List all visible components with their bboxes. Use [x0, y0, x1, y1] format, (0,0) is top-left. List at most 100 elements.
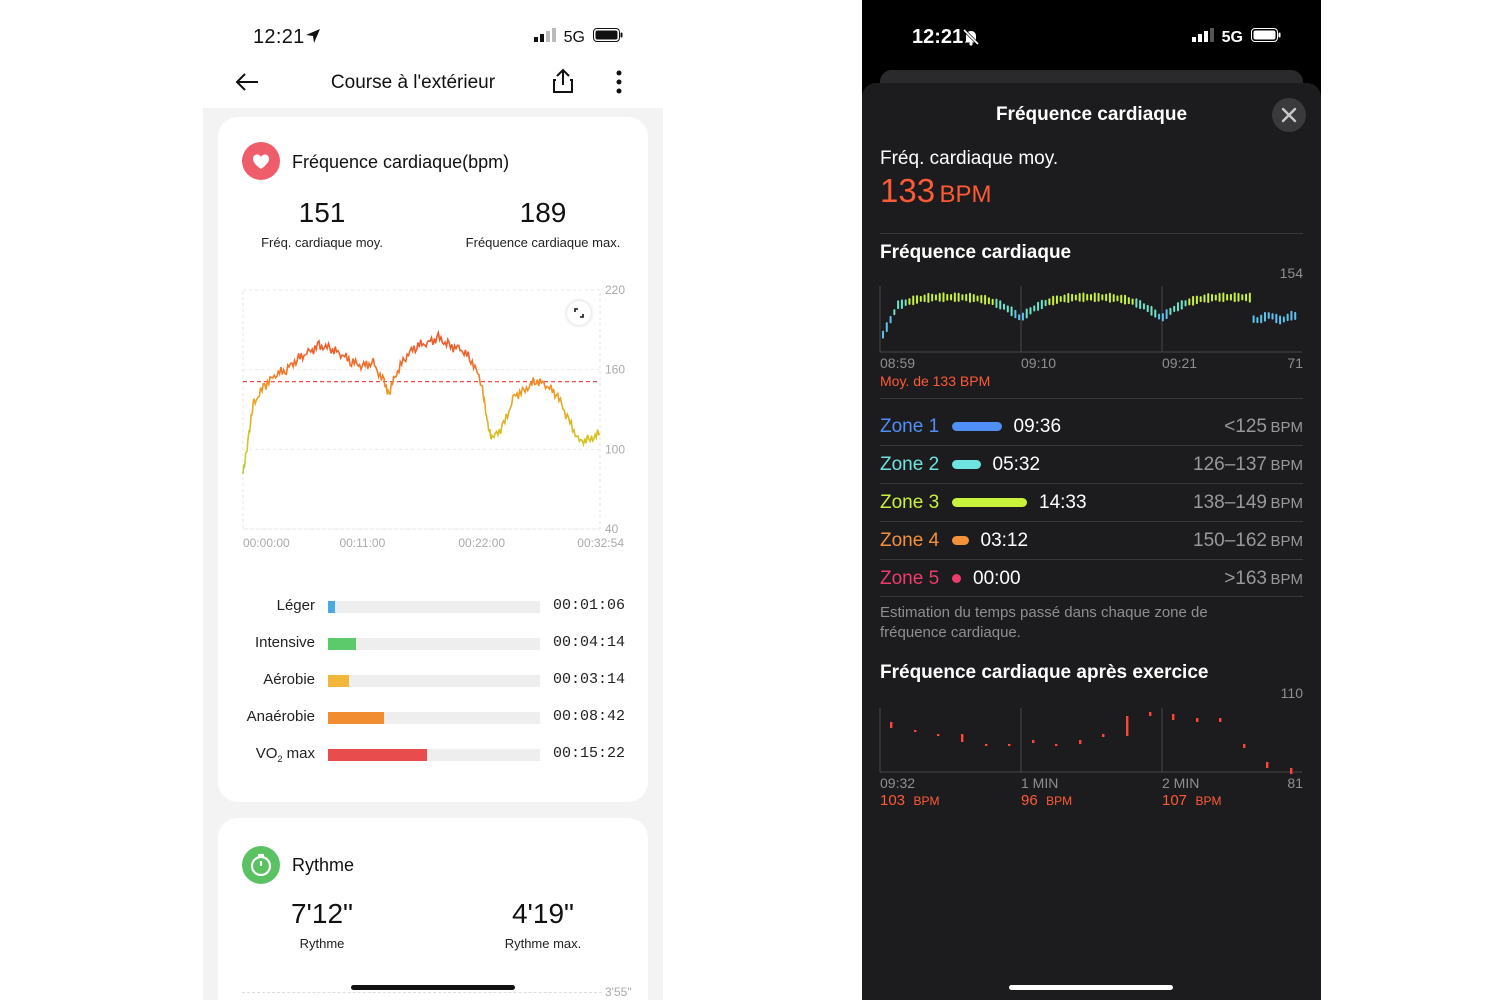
- chart2-title: Fréquence cardiaque après exercice: [880, 662, 1209, 683]
- more-options-icon[interactable]: [616, 70, 622, 99]
- zone-name: Zone 4: [880, 530, 940, 551]
- x-tick-label: 00:32:54: [577, 536, 624, 550]
- recovery-mark: [914, 730, 917, 732]
- zone-row-2: Zone 2 05:32 126–137 BPM: [880, 446, 1303, 484]
- recovery-mark: [1172, 714, 1175, 720]
- home-indicator: [1009, 985, 1173, 990]
- close-button[interactable]: [1272, 98, 1306, 132]
- x-tick-label: 00:11:00: [339, 536, 385, 550]
- signal-icon: [1191, 28, 1214, 47]
- zone-label: Aérobie: [263, 671, 315, 688]
- avg-hr-label: Fréq. cardiaque moy.: [880, 148, 1059, 169]
- pace-timer-icon: [242, 846, 280, 884]
- recovery-mark: [985, 744, 988, 746]
- network-label: 5G: [1221, 28, 1243, 46]
- zone-row: Anaérobie 00:08:42: [218, 706, 648, 730]
- zone-time: 00:08:42: [553, 708, 626, 725]
- zone-row-3: Zone 3 14:33 138–149 BPM: [880, 484, 1303, 522]
- zone-range: <125: [1224, 416, 1267, 437]
- recovery-value: 96: [1021, 792, 1038, 809]
- pace-card: Rythme 7'12" Rythme 4'19" Rythme max. 3'…: [218, 818, 648, 1000]
- avg-pace-value: 7'12": [290, 898, 353, 929]
- zone-label-text: Intensive: [254, 634, 315, 651]
- zone-time: 05:32: [992, 454, 1041, 475]
- zone-unit: BPM: [1270, 533, 1303, 550]
- y-tick-label: 40: [605, 522, 619, 536]
- zone-duration-bar: [952, 536, 969, 545]
- separator: [880, 233, 1303, 234]
- battery-icon: [1251, 28, 1281, 47]
- zone-label-text: VO: [255, 745, 278, 762]
- zone-unit: BPM: [1270, 457, 1303, 474]
- chart1-avg-note: Moy. de 133 BPM: [880, 373, 991, 389]
- zone-track: [328, 601, 540, 613]
- zones-note: Estimation du temps passé dans chaque zo…: [880, 604, 1208, 641]
- recovery-mark: [1008, 744, 1011, 746]
- avg-hr-value-group: 133 BPM: [880, 172, 992, 210]
- zone-unit: BPM: [1270, 419, 1303, 436]
- expand-chart-icon[interactable]: [567, 301, 591, 325]
- heart-rate-sheet: [862, 83, 1321, 1000]
- chart1-xtick-0: 08:59: [880, 355, 916, 371]
- zone-label-text: Anaérobie: [246, 708, 315, 725]
- separator: [880, 398, 1303, 399]
- recovery-chart-svg: [879, 708, 1302, 774]
- recovery-mark: [1055, 744, 1058, 746]
- recovery-unit: BPM: [1046, 794, 1073, 808]
- zone-row-5: Zone 5 00:00 >163 BPM: [880, 560, 1303, 598]
- pace-chart-gridline: [242, 992, 602, 993]
- heart-rate-chart: 220 160 100 40 00:00:00 00:11:00 00:22:00 00:32…: [218, 277, 648, 567]
- battery-icon: [593, 28, 623, 47]
- zone-time: 00:01:06: [553, 597, 626, 614]
- chart1-xtick-2: 09:21: [1162, 355, 1198, 371]
- zone-track: [328, 675, 540, 687]
- recovery-mark: [1102, 734, 1105, 737]
- zone-time: 00:00: [973, 568, 1021, 589]
- chart2-xtick-2: 2 MIN: [1162, 775, 1200, 791]
- avg-hr-value: 133: [880, 172, 936, 209]
- status-time: 12:21: [912, 26, 964, 48]
- recovery-mark: [937, 734, 940, 736]
- zone-fill: [328, 638, 356, 650]
- avg-heart-rate-label: Fréq. cardiaque moy.: [261, 235, 383, 250]
- chart1-xtick-1: 09:10: [1021, 355, 1057, 371]
- share-icon[interactable]: [552, 68, 574, 99]
- zone-label: Anaérobie: [247, 708, 315, 725]
- zone-row: Léger 00:01:06: [218, 595, 648, 619]
- status-right: 5G: [1191, 28, 1281, 47]
- chart2-xtick-0: 09:32: [880, 775, 916, 791]
- zone-duration-bar: [952, 460, 981, 469]
- recovery-unit: BPM: [1195, 794, 1222, 808]
- zone-range: 150–162: [1193, 530, 1267, 551]
- chart2-ymin: 81: [1287, 775, 1303, 791]
- recovery-mark: [1243, 744, 1246, 748]
- back-arrow-icon[interactable]: [235, 72, 259, 97]
- chart2-ymax: 110: [1280, 685, 1303, 701]
- location-arrow-icon: [305, 28, 321, 49]
- recovery-value-1: 96 BPM: [1021, 792, 1072, 810]
- zone-time: 03:12: [980, 530, 1029, 551]
- heart-rate-chart-svg: 220 160 100 40 00:00:00 00:11:00 00:22:00 00:32…: [242, 283, 625, 550]
- zone-range: 138–149: [1193, 492, 1267, 513]
- zone-row: Intensive 00:04:14: [218, 632, 648, 656]
- x-tick-label: 00:22:00: [458, 536, 505, 550]
- max-heart-rate-label: Fréquence cardiaque max.: [465, 235, 621, 250]
- home-indicator: [351, 985, 515, 990]
- page-title: Course à l'extérieur: [330, 72, 496, 93]
- zone-duration-bar: [952, 574, 961, 583]
- zone-time: 09:36: [1013, 416, 1062, 437]
- zone-fill: [328, 675, 349, 687]
- max-heart-rate-value: 189: [519, 197, 567, 228]
- recovery-mark: [1079, 740, 1082, 744]
- zone-label: VO2 max: [256, 745, 315, 764]
- separator: [880, 445, 1303, 446]
- recovery-value: 103: [880, 792, 906, 809]
- pace-card-title: Rythme: [292, 855, 355, 875]
- chart1-ymin: 71: [1287, 355, 1303, 371]
- zone-fill: [328, 601, 335, 613]
- status-right: 5G: [533, 28, 623, 47]
- separator: [880, 559, 1303, 560]
- recovery-mark: [1126, 716, 1129, 736]
- recovery-chart: [862, 700, 1321, 780]
- zone-label-suffix: max: [282, 745, 315, 762]
